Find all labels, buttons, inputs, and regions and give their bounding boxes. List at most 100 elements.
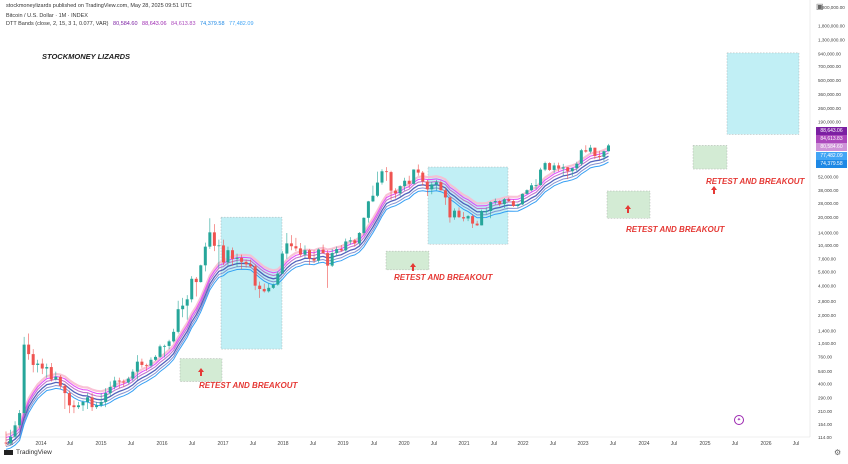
candle-body (443, 190, 447, 198)
candle-body (471, 216, 475, 224)
candle-body (99, 401, 103, 406)
y-tick-label: 2,800.00 (818, 299, 836, 304)
dtt-band-upper (5, 149, 609, 439)
x-tick-label: 2018 (277, 441, 288, 447)
candle-body (339, 249, 343, 251)
candle-body (58, 376, 62, 386)
candle-body (104, 393, 108, 402)
candle-body (412, 169, 416, 184)
candle-body (375, 182, 379, 196)
candle-body (140, 361, 144, 365)
annotation-label: RETEST AND BREAKOUT (394, 273, 493, 282)
candle-body (117, 380, 121, 382)
candle-body (40, 363, 44, 369)
candle-body (511, 201, 515, 207)
candle-body (593, 147, 597, 156)
candle-body (534, 185, 538, 186)
retest-zone-2023 (606, 190, 651, 219)
candle-body (466, 216, 470, 219)
candle-body (484, 211, 488, 212)
candle-body (280, 253, 284, 274)
y-tick-label: 360,000.00 (818, 92, 841, 97)
x-tick-label: 2026 (760, 441, 771, 447)
candle-body (529, 185, 533, 191)
x-tick-label: Jul (610, 441, 616, 447)
y-tick-label: 2,800,000.00 (818, 5, 845, 10)
candle-body (348, 240, 352, 242)
candle-body (54, 376, 58, 380)
y-tick-label: 114.00 (818, 435, 832, 440)
x-tick-label: 2022 (517, 441, 528, 447)
up-arrow-icon (711, 186, 717, 194)
x-tick-label: 2021 (458, 441, 469, 447)
candle-body (13, 425, 17, 437)
candle-body (221, 245, 225, 263)
y-tick-label: 210.00 (818, 409, 832, 414)
up-arrow-icon (198, 368, 204, 376)
candle-body (362, 217, 366, 233)
candle-body (231, 250, 234, 259)
candle-body (276, 273, 280, 285)
candle-body (190, 278, 194, 300)
price-tag: 84,613.83 (816, 135, 847, 144)
y-tick-label: 190,000.00 (818, 119, 841, 124)
candle-body (489, 202, 493, 212)
y-tick-label: 4,000.00 (818, 284, 836, 289)
indicator-value-5: 77,482.09 (229, 21, 254, 27)
y-tick-label: 1,800,000.00 (818, 24, 845, 29)
candle-body (552, 165, 556, 170)
camera-icon[interactable]: ▣ (816, 2, 824, 11)
candle-body (588, 147, 592, 152)
candle-body (597, 155, 601, 157)
candle-body (330, 253, 334, 266)
candle-body (31, 354, 35, 365)
candle-body (398, 186, 402, 194)
y-tick-label: 1,300,000.00 (818, 38, 845, 43)
candle-body (321, 249, 325, 254)
candle-body (308, 250, 312, 259)
candle-body (262, 288, 266, 292)
candle-body (18, 413, 22, 426)
x-tick-label: 2014 (35, 441, 46, 447)
candle-body (606, 145, 610, 152)
price-tag: 80,584.60 (816, 143, 847, 152)
gear-icon[interactable]: ⚙ (834, 448, 842, 457)
indicator-name: DTT Bands (close, 2, 15, 3 1, 0.077, VAR… (6, 21, 109, 27)
candle-body (86, 397, 90, 402)
candle-body (403, 180, 407, 187)
candle-body (407, 180, 411, 184)
candle-body (249, 264, 253, 267)
y-tick-label: 400.00 (818, 382, 832, 387)
candle-body (394, 190, 398, 194)
y-tick-label: 154.00 (818, 422, 832, 427)
candle-body (113, 380, 117, 387)
target-icon[interactable]: ✦ (734, 415, 744, 425)
candle-body (457, 210, 461, 218)
candle-body (4, 442, 8, 444)
candle-body (303, 250, 307, 255)
candle-body (575, 163, 579, 169)
x-tick-label: Jul (310, 441, 316, 447)
candle-body (158, 346, 162, 357)
candle-body (602, 151, 606, 157)
y-tick-label: 5,600.00 (818, 269, 836, 274)
candle-body (371, 195, 375, 202)
candle-body (507, 199, 511, 202)
x-tick-label: Jul (431, 441, 437, 447)
candle-body (131, 371, 135, 379)
x-tick-label: Jul (67, 441, 73, 447)
candle-body (45, 367, 49, 369)
candle-body (199, 265, 203, 283)
candle-body (416, 169, 420, 173)
candle-body (289, 243, 293, 247)
candle-body (385, 171, 389, 173)
annotation-label: RETEST AND BREAKOUT (706, 177, 805, 186)
candle-body (181, 305, 185, 310)
candle-body (502, 199, 506, 205)
candle-body (475, 223, 479, 226)
dtt-band-outer (5, 146, 610, 437)
candle-body (36, 363, 40, 365)
candle-body (543, 163, 547, 170)
